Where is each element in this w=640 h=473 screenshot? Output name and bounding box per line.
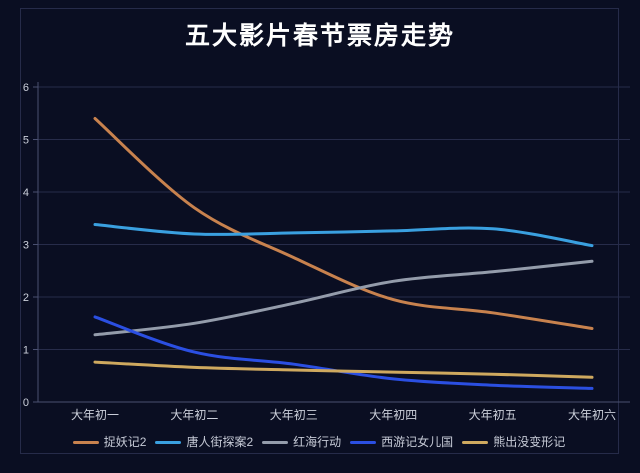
legend-line-marker [262,440,289,444]
legend-label: 唐人街探案2 [186,435,254,449]
legend-line-marker [350,440,377,444]
legend-line-marker [462,440,489,444]
x-axis-label: 大年初二 [170,408,218,422]
legend-label: 熊出没变形记 [493,435,566,449]
legend-item-0[interactable]: 捉妖记2 [72,434,147,450]
chart-title: 五大影片春节票房走势 [184,22,455,50]
y-axis-label: 0 [23,397,29,409]
legend-line-marker [155,440,182,444]
series-line-1[interactable] [93,223,594,248]
legend-item-2[interactable]: 红海行动 [262,434,341,450]
legend-label: 红海行动 [293,435,342,449]
y-axis-label: 2 [23,292,29,304]
x-axis-label: 大年初三 [270,408,318,422]
x-axis-label: 大年初四 [369,408,417,422]
legend-item-4[interactable]: 熊出没变形记 [462,434,565,450]
legend-item-1[interactable]: 唐人街探案2 [155,434,253,450]
chart-legend: 捉妖记2 唐人街探案2 红海行动 西游记女儿国 熊出没变形记 [20,433,618,451]
x-axis-label: 大年初六 [568,408,616,422]
x-axis-label: 大年初五 [469,408,517,422]
series-line-2[interactable] [93,259,594,337]
series-line-0[interactable] [93,117,594,330]
y-axis-label: 3 [23,240,29,252]
legend-item-3[interactable]: 西游记女儿国 [350,434,453,450]
y-axis-label: 5 [23,135,29,147]
y-axis-label: 4 [23,187,29,199]
series-line-4[interactable] [93,360,594,379]
legend-label: 西游记女儿国 [381,435,454,449]
y-axis-label: 6 [23,82,29,94]
y-axis-label: 1 [23,345,29,357]
legend-line-marker [72,440,99,444]
legend-label: 捉妖记2 [103,435,147,449]
x-axis-label: 大年初一 [71,408,119,422]
